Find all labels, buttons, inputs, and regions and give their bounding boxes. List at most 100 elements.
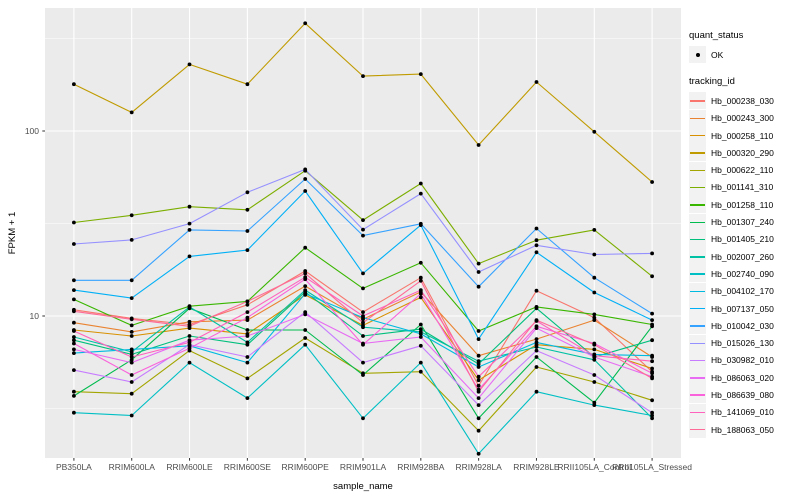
data-point	[592, 342, 597, 347]
data-point	[129, 330, 134, 334]
legend-item-label: Hb_001307_240	[711, 217, 774, 228]
data-point	[72, 335, 76, 339]
legend-key	[689, 213, 706, 231]
data-point	[418, 335, 423, 339]
legend-item-label: Hb_001258_110	[711, 199, 774, 210]
data-point	[418, 343, 423, 348]
legend-item-label: Hb_001141_310	[711, 182, 774, 193]
legend-item: Hb_000243_300	[689, 109, 799, 127]
series-color-line-icon	[690, 308, 705, 310]
data-point	[245, 376, 250, 381]
data-point	[245, 396, 250, 400]
data-point	[650, 371, 654, 376]
data-point	[72, 278, 76, 283]
data-point	[245, 248, 250, 253]
data-point	[303, 328, 308, 332]
x-tick-label: RRIM928LA	[455, 462, 502, 472]
data-point	[72, 329, 76, 333]
data-point	[534, 355, 539, 359]
data-point	[476, 270, 481, 274]
data-point	[361, 218, 365, 223]
data-point	[303, 177, 308, 181]
data-point	[592, 275, 597, 280]
data-point	[534, 243, 539, 248]
data-point	[650, 410, 654, 415]
data-point	[129, 334, 134, 338]
legend-gap	[689, 63, 799, 76]
data-point	[534, 306, 539, 311]
legend-item-label: OK	[711, 49, 724, 60]
data-point	[650, 398, 654, 403]
data-point	[245, 207, 250, 212]
data-point	[72, 341, 76, 346]
series-color-line-icon	[690, 290, 705, 293]
data-point	[476, 359, 481, 364]
legend-item: Hb_015026_130	[689, 334, 799, 352]
y-tick-label: 100	[25, 126, 39, 136]
x-tick-label: RRII105LA_Stressed	[612, 462, 692, 472]
data-point	[476, 362, 481, 366]
data-point	[129, 380, 134, 384]
data-point	[245, 355, 250, 359]
data-point	[303, 275, 308, 280]
data-point	[361, 373, 365, 377]
data-point	[418, 360, 423, 365]
data-point	[476, 337, 481, 341]
x-tick-label: PB350LA	[56, 462, 92, 472]
data-point	[592, 357, 597, 362]
data-point	[187, 305, 192, 309]
data-point	[592, 353, 597, 358]
data-point	[592, 373, 597, 377]
data-point	[129, 278, 134, 283]
data-point	[245, 299, 250, 304]
data-point	[303, 167, 308, 172]
legend-item-label: Hb_002740_090	[711, 268, 774, 279]
legend-item: Hb_086639_080	[689, 386, 799, 404]
data-point	[187, 204, 192, 209]
series-color-line-icon	[690, 135, 705, 137]
data-point	[534, 337, 539, 341]
data-point	[72, 297, 76, 302]
data-point	[129, 413, 134, 418]
data-point	[129, 373, 134, 377]
series-color-line-icon	[690, 342, 705, 344]
legend-item-label: Hb_000258_110	[711, 130, 774, 141]
data-point	[418, 221, 423, 226]
legend-item-label: Hb_086063_020	[711, 372, 774, 383]
legend-item: Hb_010042_030	[689, 317, 799, 335]
legend-key	[689, 300, 706, 317]
data-point	[650, 274, 654, 279]
data-point	[129, 355, 134, 359]
data-point	[418, 295, 423, 300]
data-point	[650, 324, 654, 329]
legend-item-label: Hb_015026_130	[711, 338, 774, 349]
data-point	[592, 129, 597, 134]
data-point	[303, 312, 308, 317]
series-color-line-icon	[690, 204, 705, 206]
series-color-line-icon	[690, 221, 705, 223]
data-point	[361, 271, 365, 276]
series-color-line-icon	[690, 117, 705, 120]
data-point	[476, 396, 481, 400]
data-point	[418, 278, 423, 283]
data-point	[650, 359, 654, 364]
series-color-line-icon	[690, 152, 705, 154]
data-point	[418, 181, 423, 186]
data-point	[534, 345, 539, 349]
legend-key	[689, 230, 706, 248]
data-point	[534, 340, 539, 345]
data-point	[303, 288, 308, 292]
data-point	[72, 242, 76, 246]
legend-item-label: Hb_000622_110	[711, 165, 774, 176]
data-point	[187, 334, 192, 338]
data-point	[650, 251, 654, 256]
data-point	[418, 332, 423, 336]
x-tick-label: RRIM600LE	[166, 462, 213, 472]
data-point	[303, 291, 308, 296]
data-point	[245, 229, 250, 233]
legend-key	[689, 265, 706, 283]
data-point	[72, 351, 76, 355]
legend-key	[689, 317, 706, 335]
data-point	[476, 403, 481, 407]
